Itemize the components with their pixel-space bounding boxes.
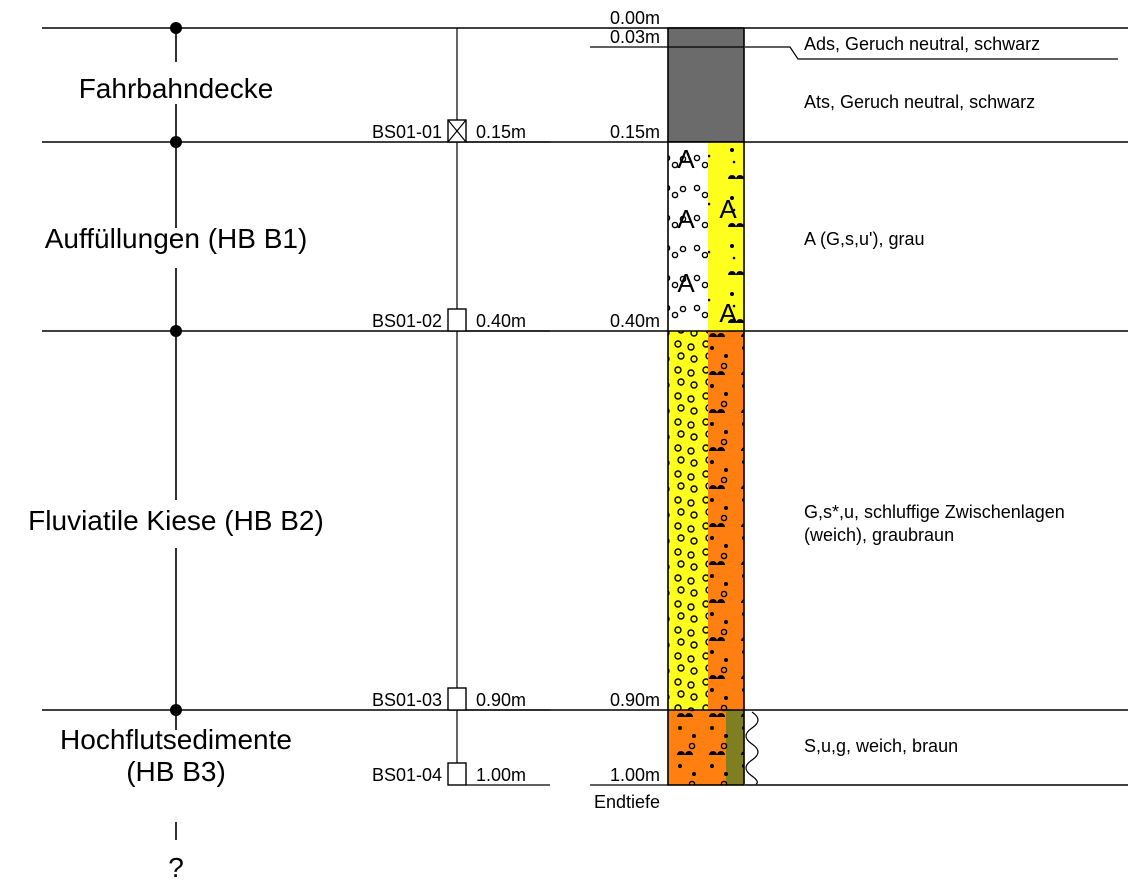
sample-depth: 1.00m: [476, 765, 526, 785]
sample-id: BS01-04: [372, 765, 442, 785]
end-depth-label: Endtiefe: [594, 792, 660, 812]
depth-label: 1.00m: [610, 765, 660, 785]
layer-description: (weich), graubraun: [804, 525, 954, 545]
sample-id: BS01-02: [372, 311, 442, 331]
layer-description: Ats, Geruch neutral, schwarz: [804, 92, 1035, 112]
sample-marker-open: [447, 308, 467, 332]
fill-symbol: A: [677, 144, 695, 174]
sample-depth: 0.15m: [476, 122, 526, 142]
layer-gravel-right-pattern: [708, 331, 744, 710]
sample-depth: 0.90m: [476, 690, 526, 710]
layer-description: G,s*,u, schluffige Zwischenlagen: [804, 502, 1065, 522]
unknown-marker: ?: [168, 852, 184, 883]
unit-label: Hochflutsedimente: [60, 724, 292, 755]
depth-label: 0.15m: [610, 122, 660, 142]
unit-label: (HB B3): [126, 756, 226, 787]
layer-description: S,u,g, weich, braun: [804, 736, 958, 756]
description-leader-line: [745, 46, 1118, 60]
unit-label: Fluviatile Kiese (HB B2): [28, 505, 324, 536]
soft-layer-wavy-line: [745, 711, 759, 785]
sample-marker-open: [447, 762, 467, 786]
axis-boundary-dot-2: [170, 325, 182, 337]
layer-flood-pattern: [668, 710, 744, 785]
axis-boundary-dot-3: [170, 704, 182, 716]
layer-fill-left-pattern: [668, 142, 708, 331]
layer-description: Ads, Geruch neutral, schwarz: [804, 34, 1040, 54]
unit-label: Auffüllungen (HB B1): [45, 223, 308, 254]
fill-symbol: A: [719, 194, 737, 224]
sample-id: BS01-01: [372, 122, 442, 142]
layer-description: A (G,s,u'), grau: [804, 229, 924, 249]
fill-symbol: A: [677, 268, 695, 298]
unit-label: Fahrbahndecke: [79, 73, 274, 104]
sample-depth: 0.40m: [476, 311, 526, 331]
sample-marker-open: [447, 687, 467, 711]
fill-symbol: A: [719, 298, 737, 328]
layer-asphalt: [667, 27, 745, 143]
depth-label: 0.90m: [610, 690, 660, 710]
axis-boundary-dot-0: [170, 22, 182, 34]
depth-label: 0.00m: [610, 8, 660, 28]
column-outline: [667, 141, 745, 786]
axis-boundary-dot-1: [170, 136, 182, 148]
depth-label: 0.40m: [610, 311, 660, 331]
layer-fill-right-pattern: [708, 142, 744, 331]
fill-symbol: A: [677, 204, 695, 234]
sample-cross-line: [447, 119, 467, 143]
depth-label: 0.03m: [610, 27, 660, 47]
layer-gravel-left-pattern: [668, 331, 708, 710]
sample-id: BS01-03: [372, 690, 442, 710]
